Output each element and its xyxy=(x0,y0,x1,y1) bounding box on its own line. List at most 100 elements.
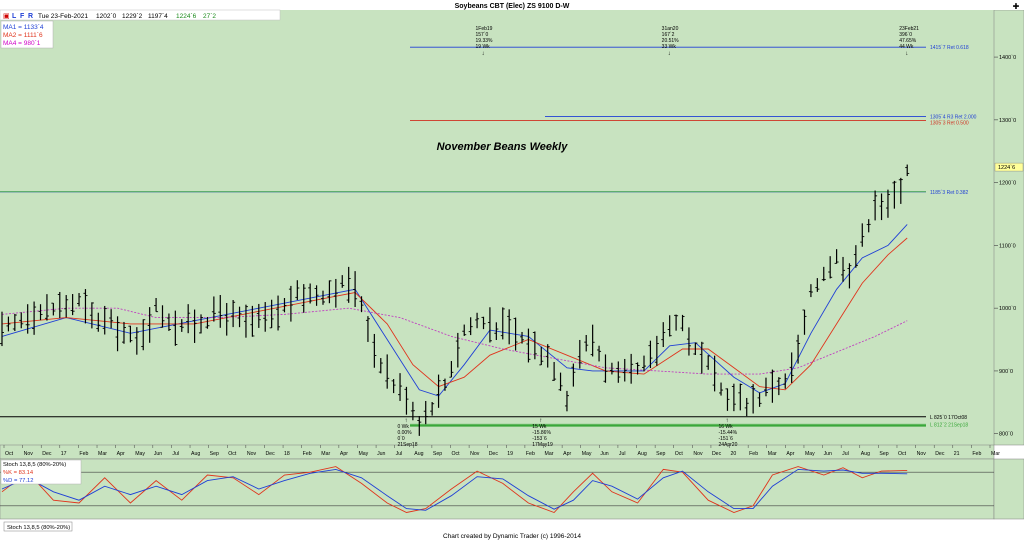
price-panel xyxy=(0,10,994,445)
price-bars xyxy=(0,164,910,436)
x-tick-label: Nov xyxy=(470,451,480,457)
y-tick-label: 1300`0 xyxy=(999,118,1016,124)
x-tick-label: Feb xyxy=(303,451,312,457)
arrow-down-icon: ↓ xyxy=(905,51,908,57)
time-label-bottom: 15 Wk xyxy=(532,424,547,430)
x-tick-label: Dec xyxy=(712,451,722,457)
x-tick-label: Oct xyxy=(228,451,237,457)
x-tick-label: Oct xyxy=(675,451,684,457)
retracement-label: 1305`3 Ret 0.500 xyxy=(930,120,969,126)
time-label-bottom: -153`6 xyxy=(532,436,547,442)
toolbar-date: Tue 23-Feb-2021 xyxy=(38,13,88,20)
toolbar-button-r[interactable]: R xyxy=(28,13,33,20)
retracement-label: L 812`2 21Sep18 xyxy=(930,422,968,428)
time-label-top: 31an20 xyxy=(662,26,679,32)
time-label-top: 157`0 xyxy=(476,32,489,38)
toolbar-low: 1197`4 xyxy=(148,13,168,20)
ma4-line xyxy=(1,307,908,375)
x-tick-label: Jun xyxy=(824,451,832,457)
x-tick-label: Jun xyxy=(377,451,385,457)
time-label-bottom: 0`0 xyxy=(397,436,404,442)
x-tick-label: Sep xyxy=(656,451,665,457)
x-tick-label: May xyxy=(805,451,815,457)
arrow-down-icon: ↓ xyxy=(482,51,485,57)
toolbar-change: 27`2 xyxy=(203,13,216,20)
x-tick-label: Jul xyxy=(396,451,403,457)
stoch-k-legend: %K = 83.14 xyxy=(3,470,34,476)
toolbar-close: 1224`6 xyxy=(176,13,197,20)
x-tick-label: Feb xyxy=(972,451,981,457)
time-label-top: 19 Wk xyxy=(476,44,491,50)
x-tick-label: Apr xyxy=(563,451,571,457)
toolbar-button-f[interactable]: F xyxy=(20,13,25,20)
x-tick-label: 18 xyxy=(284,451,290,457)
time-label-top: 33 Wk xyxy=(662,44,677,50)
x-tick-label: Feb xyxy=(749,451,758,457)
x-tick-label: Feb xyxy=(526,451,535,457)
x-tick-label: Aug xyxy=(861,451,870,457)
x-tick-label: Apr xyxy=(117,451,125,457)
x-tick-label: May xyxy=(582,451,592,457)
time-label-top: 396`0 xyxy=(899,32,912,38)
time-label-top: 20.51% xyxy=(662,38,680,44)
x-tick-label: Oct xyxy=(5,451,14,457)
x-tick-label: Sep xyxy=(210,451,219,457)
time-label-bottom: 17May19 xyxy=(532,442,553,448)
x-tick-label: Oct xyxy=(451,451,460,457)
time-label-bottom: 21Sep18 xyxy=(397,442,417,448)
time-label-bottom: -15.86% xyxy=(532,430,551,436)
x-tick-label: 21 xyxy=(954,451,960,457)
arrow-up-icon: ↑ xyxy=(539,418,542,424)
arrow-up-icon: ↑ xyxy=(404,418,407,424)
y-tick-label: 1400`0 xyxy=(999,55,1016,61)
price-axis xyxy=(993,9,1024,446)
time-label-top: 47.65% xyxy=(899,38,917,44)
x-tick-label: Dec xyxy=(489,451,499,457)
ma1-legend: MA1 = 1133`4 xyxy=(3,24,44,31)
x-tick-label: Dec xyxy=(42,451,52,457)
toolbar-open: 1202`0 xyxy=(96,13,117,20)
ma4-legend: MA4 = 980`1 xyxy=(3,40,41,47)
toolbar-lock-icon[interactable]: ▣ xyxy=(3,13,10,20)
arrow-up-icon: ↑ xyxy=(725,418,728,424)
x-tick-label: Apr xyxy=(340,451,348,457)
x-tick-label: Aug xyxy=(414,451,423,457)
toolbar-button-l[interactable]: L xyxy=(12,13,17,20)
x-tick-label: Aug xyxy=(191,451,200,457)
x-tick-label: May xyxy=(135,451,145,457)
x-tick-label: Nov xyxy=(693,451,703,457)
x-tick-label: Mar xyxy=(545,451,554,457)
x-tick-label: 19 xyxy=(507,451,513,457)
time-label-bottom: -15.44% xyxy=(718,430,737,436)
y-tick-label: 1200`0 xyxy=(999,181,1016,187)
chart-title: November Beans Weekly xyxy=(437,141,569,153)
ma2-legend: MA2 = 1111`6 xyxy=(3,32,43,39)
time-label-bottom: -151`6 xyxy=(718,436,733,442)
x-tick-label: Apr xyxy=(786,451,794,457)
time-label-bottom: 16 Wk xyxy=(718,424,733,430)
stoch-legend: Stoch 13,8,5 (80%-20%) %K = 83.14 %D = 7… xyxy=(0,459,82,485)
stoch-tab-label: Stoch 13,8,5 (80%-20%) xyxy=(7,525,70,531)
current-price-box xyxy=(994,162,1024,172)
y-tick-label: 1100`0 xyxy=(999,243,1016,249)
stochastic-lines xyxy=(0,466,994,514)
time-label-top: 1Feb19 xyxy=(476,26,493,32)
time-label-bottom: 0 Wk xyxy=(397,424,409,430)
close-icon[interactable]: ✚ xyxy=(1013,2,1020,11)
toolbar-high: 1229`2 xyxy=(122,13,143,20)
x-tick-label: Nov xyxy=(917,451,927,457)
retracement-label: L 825`0 17Oct08 xyxy=(930,415,967,421)
x-tick-label: Nov xyxy=(24,451,34,457)
x-tick-label: Feb xyxy=(79,451,88,457)
stoch-tab[interactable] xyxy=(3,521,73,532)
ma-legend: MA1 = 1133`4 MA2 = 1111`6 MA4 = 980`1 xyxy=(0,20,54,49)
retracement-label: 1415`7 Ret 0.618 xyxy=(930,45,969,51)
stoch-d-legend: %D = 77.12 xyxy=(3,478,33,484)
x-tick-label: Mar xyxy=(991,451,1000,457)
x-tick-label: Jun xyxy=(154,451,162,457)
time-label-bottom: 24Apr20 xyxy=(718,442,737,448)
stoch-d-line xyxy=(1,468,908,511)
